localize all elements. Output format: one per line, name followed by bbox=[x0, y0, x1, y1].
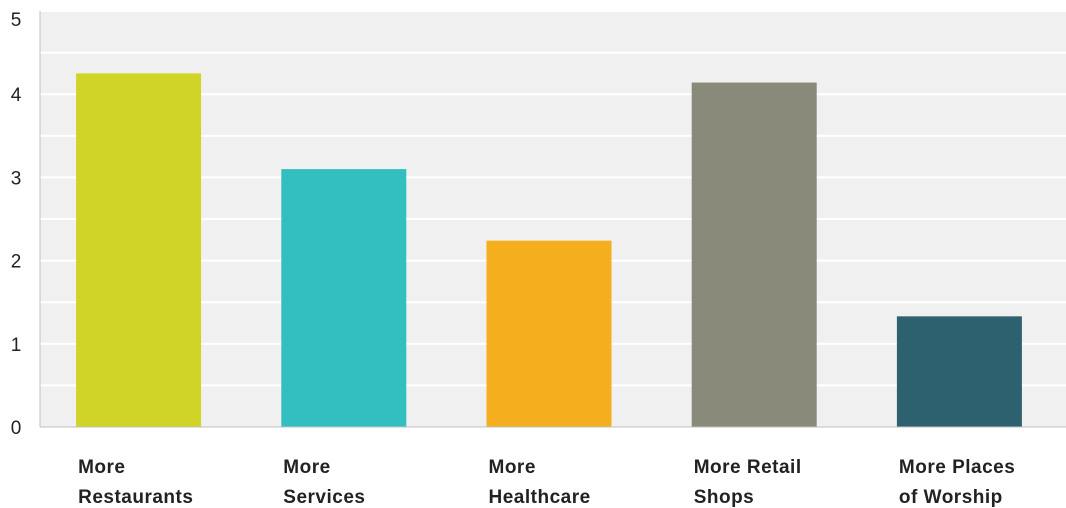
bar-2 bbox=[486, 240, 612, 427]
y-tick-label: 2 bbox=[11, 252, 22, 273]
bar-0 bbox=[76, 73, 202, 428]
x-category-label: More Services bbox=[283, 457, 365, 508]
y-tick-label: 4 bbox=[11, 85, 22, 106]
bar-1 bbox=[281, 169, 407, 427]
x-category-label: More Healthcare bbox=[489, 457, 591, 508]
x-category-label: More Retail Shops bbox=[694, 457, 802, 508]
x-category-label: More Restaurants bbox=[78, 457, 193, 508]
y-tick-label: 0 bbox=[11, 418, 22, 439]
x-category-label: More Places of Worship bbox=[899, 457, 1015, 508]
bars bbox=[76, 73, 1022, 428]
bar-4 bbox=[896, 316, 1022, 427]
y-tick-label: 1 bbox=[11, 335, 22, 356]
y-tick-label: 3 bbox=[11, 168, 22, 189]
y-tick-label: 5 bbox=[11, 10, 22, 31]
bar-3 bbox=[691, 82, 817, 427]
y-tick-labels: 0 1 2 3 4 5 bbox=[11, 10, 22, 439]
x-category-labels: More Restaurants More Services More Healthcar… bbox=[78, 457, 1015, 508]
